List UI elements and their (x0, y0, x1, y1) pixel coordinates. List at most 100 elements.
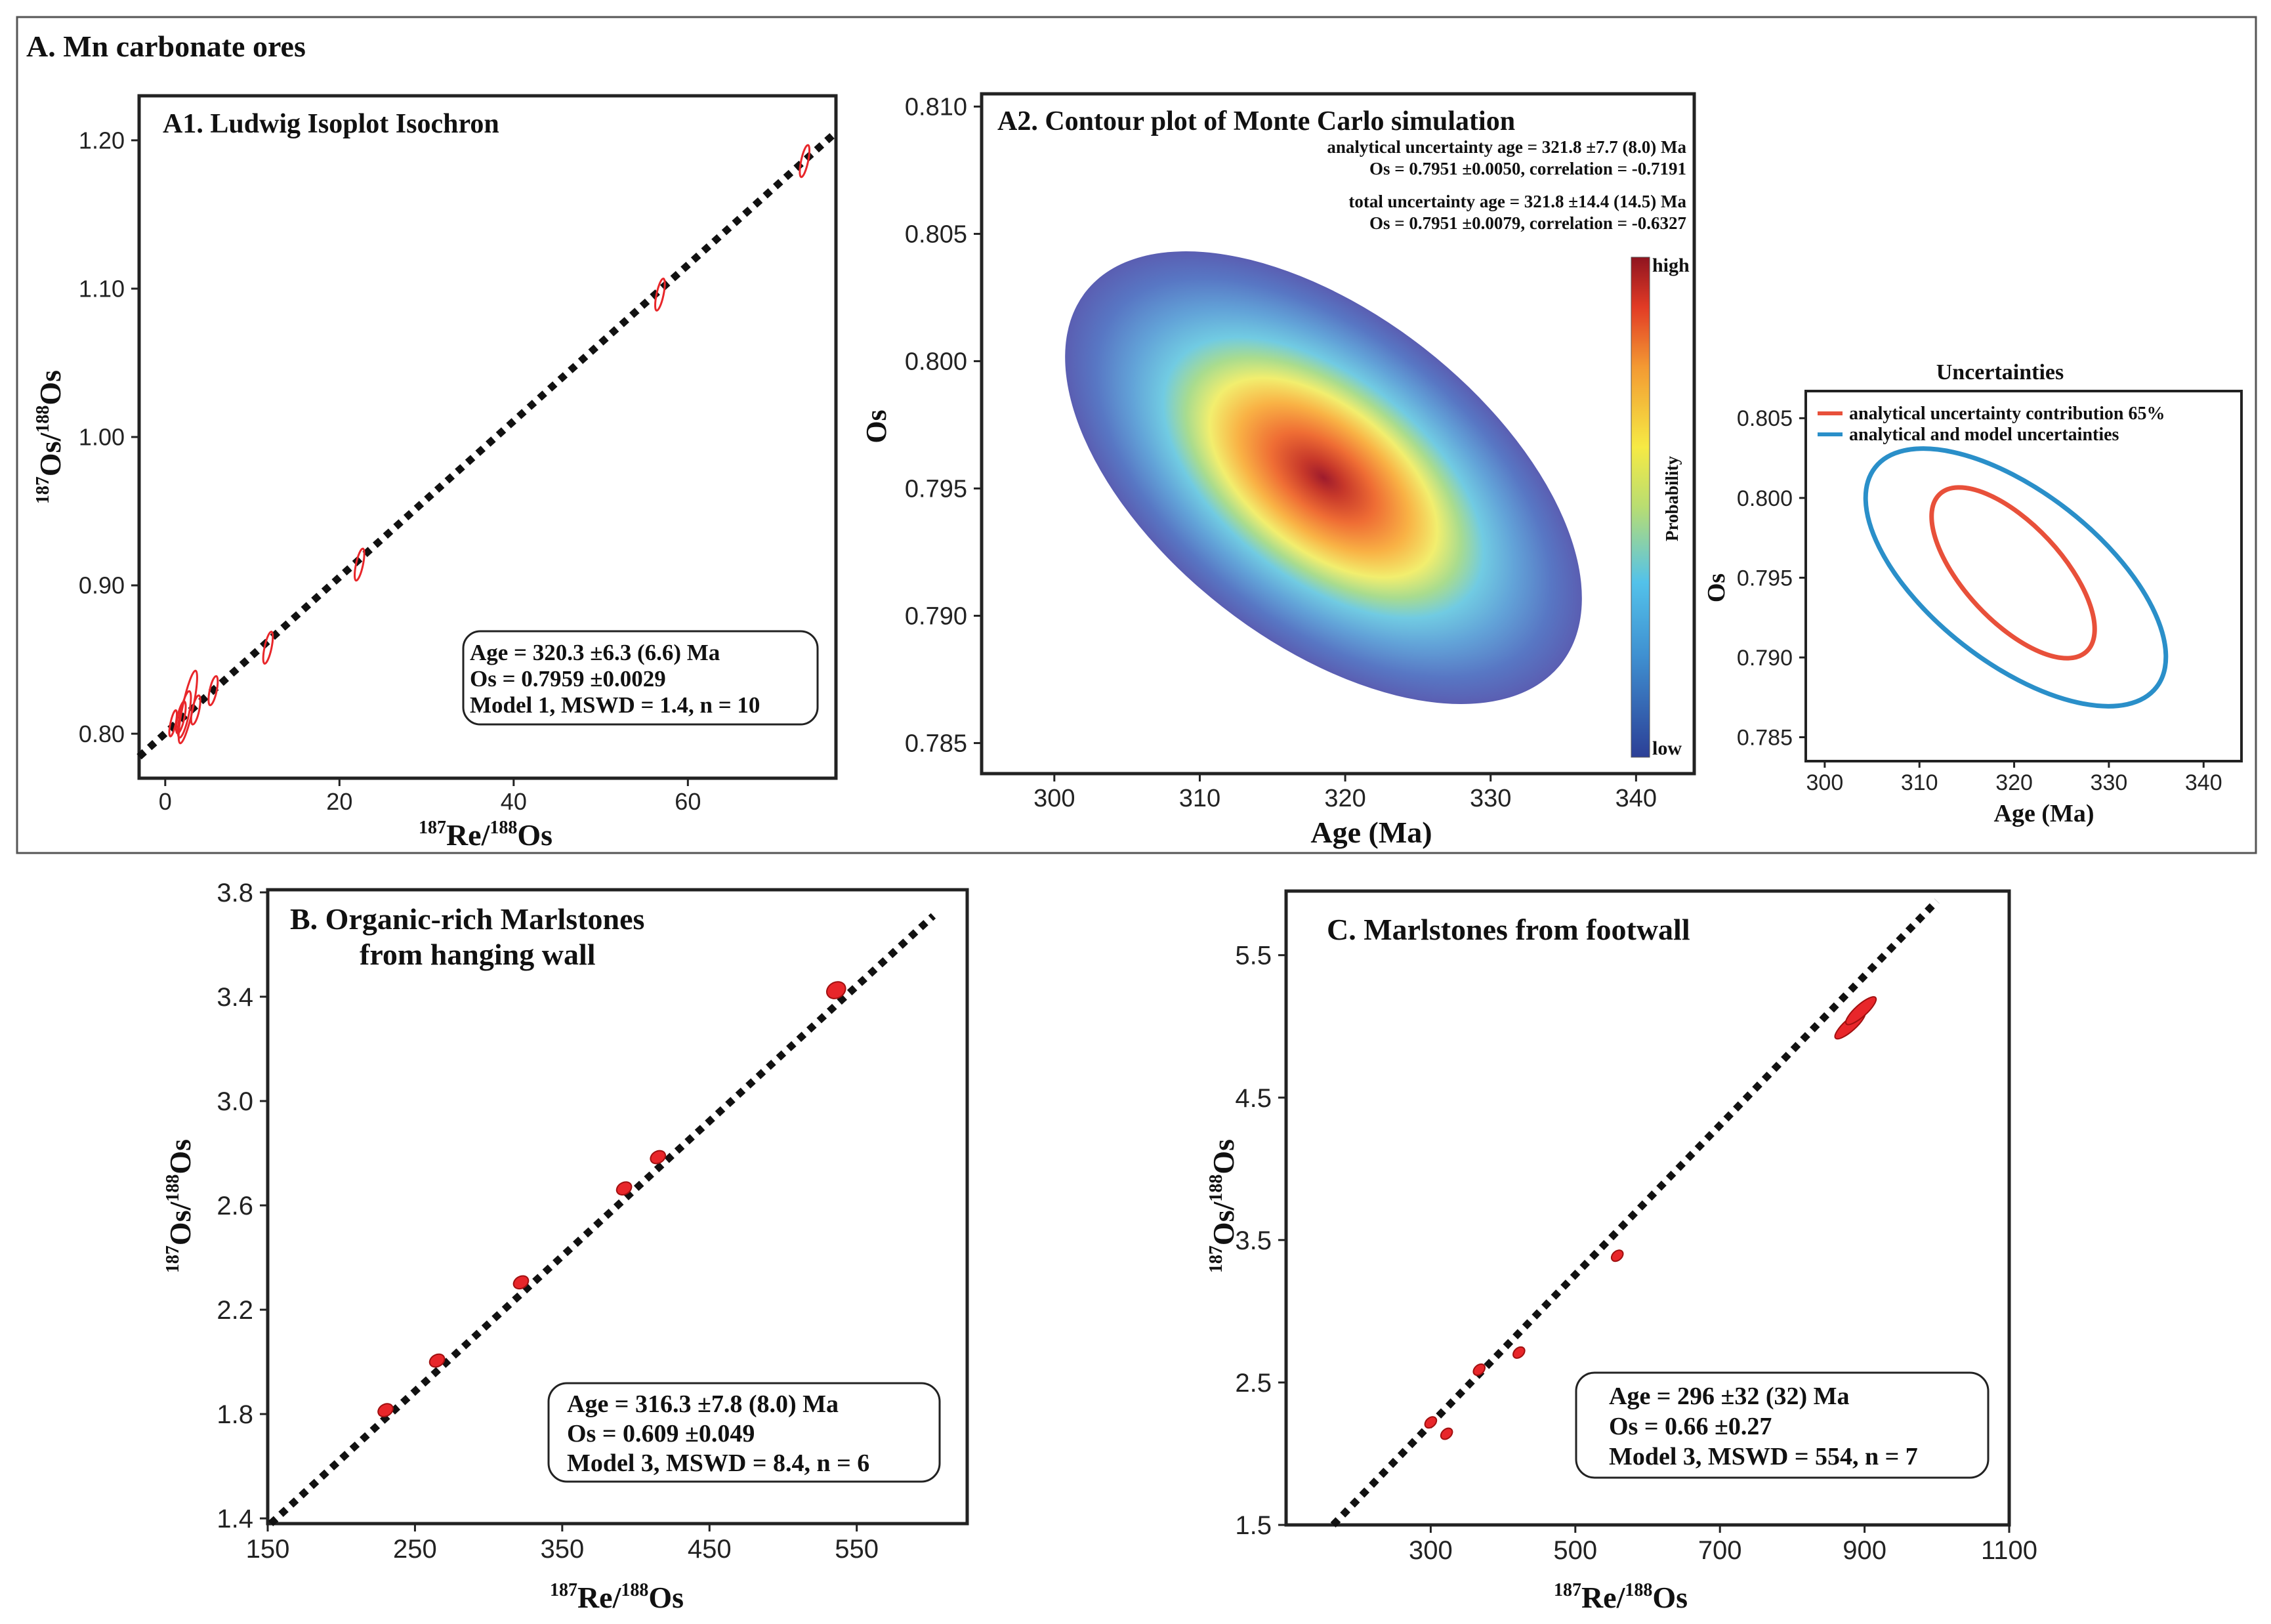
a2-x-tick-label: 300 (1033, 785, 1075, 812)
b-legend-box: Age = 316.3 ±7.8 (8.0) Ma Os = 0.609 ±0.… (547, 1382, 941, 1483)
b-legend-age: Age = 316.3 ±7.8 (8.0) Ma (567, 1390, 839, 1418)
b-y-axis-label: 187Os/188Os (163, 1139, 197, 1273)
b-y-tick-label: 2.2 (217, 1296, 253, 1325)
section-a-frame (16, 16, 2257, 854)
a3-plot-frame (1804, 390, 2243, 762)
a1-x-tick-label: 0 (159, 788, 172, 815)
c-y-axis-label-sup1: 187 (1206, 1245, 1226, 1273)
c-title: C. Marlstones from footwall (1327, 913, 1690, 946)
c-legend-model: Model 3, MSWD = 554, n = 7 (1609, 1443, 1918, 1470)
a2-y-tick-label: 0.800 (905, 348, 967, 376)
a2-x-tick-label: 320 (1324, 785, 1365, 812)
c-y-axis-label-main2: Os (1207, 1139, 1240, 1175)
c-data-point (1472, 1363, 1486, 1376)
c-y-axis-label-main1: Os/ (1207, 1201, 1240, 1245)
a3-title: Uncertainties (1936, 360, 2064, 385)
a1-x-axis-label-sup1: 187 (419, 818, 446, 838)
a1-isochron-line (136, 129, 839, 760)
a3-y-tick-label: 0.800 (1737, 486, 1793, 511)
a1-legend-age: Age = 320.3 ±6.3 (6.6) Ma (470, 640, 720, 665)
a1-y-tick-label: 1.00 (79, 424, 125, 451)
a1-y-tick-label: 0.90 (79, 572, 125, 599)
b-y-axis-label-sup1: 187 (163, 1245, 183, 1273)
b-x-axis-label: 187Re/188Os (550, 1580, 684, 1614)
a1-y-axis-label-sup2: 188 (33, 406, 53, 433)
a3-y-tick-label: 0.790 (1737, 646, 1793, 671)
a2-annotation-4: Os = 0.7951 ±0.0079, correlation = -0.63… (1369, 213, 1686, 233)
b-y-tick-label: 3.8 (217, 879, 253, 907)
a1-y-tick-label: 1.10 (79, 276, 125, 302)
a3-x-tick-label: 340 (2185, 770, 2222, 795)
c-data-point (1610, 1249, 1624, 1262)
b-x-axis-label-main1: Re/ (577, 1581, 622, 1614)
c-legend-box: Age = 296 ±32 (32) Ma Os = 0.66 ±0.27 Mo… (1575, 1371, 1990, 1479)
a2-title: A2. Contour plot of Monte Carlo simulati… (997, 106, 1515, 136)
c-y-tick-label: 5.5 (1235, 942, 1272, 970)
c-legend-osi: Os = 0.66 ±0.27 (1609, 1413, 1772, 1440)
a2-annotation-1: analytical uncertainty age = 321.8 ±7.7 … (1327, 137, 1686, 157)
a2-y-tick-label: 0.785 (905, 730, 967, 758)
a2-probability-cloud (1065, 251, 1582, 704)
b-x-tick-label: 250 (393, 1535, 437, 1564)
a1-x-axis-label-sup2: 188 (490, 818, 517, 838)
b-x-tick-label: 450 (688, 1535, 732, 1564)
a1-x-tick-label: 60 (675, 788, 701, 815)
b-y-tick-label: 1.8 (217, 1400, 253, 1429)
b-data-point (650, 1150, 667, 1165)
a2-x-tick-label: 310 (1179, 785, 1220, 812)
a1-data-point (799, 144, 811, 178)
c-y-axis-label: 187Os/188Os (1206, 1139, 1240, 1273)
c-data-point (1844, 996, 1877, 1026)
a2-y-tick-label: 0.805 (905, 221, 967, 249)
a3-analytical-uncertainty-ellipse (1929, 485, 2097, 661)
a3-x-tick-label: 320 (1995, 770, 2033, 795)
b-isochron-line (268, 913, 936, 1527)
chart-a3-uncertainties: Uncertainties analytical uncertainty con… (1703, 360, 2243, 827)
b-x-tick-label: 150 (246, 1535, 290, 1564)
c-data-point (1424, 1416, 1438, 1429)
c-x-axis-label-sup1: 187 (1554, 1580, 1581, 1600)
c-x-tick-label: 500 (1553, 1536, 1597, 1565)
c-x-tick-label: 1100 (1981, 1536, 2037, 1565)
a1-y-axis-label-main1: Os/ (33, 432, 67, 476)
a3-x-tick-label: 310 (1901, 770, 1938, 795)
section-a-title: A. Mn carbonate ores (26, 30, 306, 63)
b-legend-osi: Os = 0.609 ±0.049 (567, 1420, 755, 1447)
a1-y-axis-label-main2: Os (33, 370, 67, 406)
a3-x-tick-label: 300 (1806, 770, 1844, 795)
a1-data-point (354, 547, 365, 582)
b-y-axis-label-sup2: 188 (163, 1175, 183, 1202)
a1-y-tick-label: 1.20 (79, 127, 125, 154)
a1-legend-osi: Os = 0.7959 ±0.0029 (470, 666, 666, 692)
a2-colorbar-low: low (1652, 738, 1682, 759)
a1-legend-box: Age = 320.3 ±6.3 (6.6) Ma Os = 0.7959 ±0… (462, 630, 819, 726)
a3-legend-total: analytical and model uncertainties (1849, 425, 2119, 445)
b-legend-model: Model 3, MSWD = 8.4, n = 6 (567, 1449, 869, 1477)
a2-y-tick-label: 0.795 (905, 476, 967, 503)
a1-y-tick-label: 0.80 (79, 720, 125, 747)
a1-data-point (207, 675, 219, 707)
a3-y-tick-label: 0.795 (1737, 566, 1793, 591)
a3-total-uncertainty-ellipse (1863, 446, 2169, 709)
a3-legend-analytical: analytical uncertainty contribution 65% (1849, 404, 2165, 424)
c-data-point (1512, 1346, 1526, 1359)
c-x-axis-label-main2: Os (1652, 1581, 1688, 1614)
a2-x-tick-label: 330 (1470, 785, 1511, 812)
b-y-tick-label: 2.6 (217, 1192, 253, 1220)
chart-c-footwall: C. Marlstones from footwall 300 500 700 900… (1206, 889, 2037, 1614)
a2-colorbar-label: Probability (1662, 455, 1682, 541)
c-data-point (1440, 1427, 1453, 1440)
b-y-tick-label: 3.0 (217, 1087, 253, 1116)
a2-x-tick-label: 340 (1615, 785, 1657, 812)
b-x-axis-label-sup1: 187 (550, 1580, 577, 1600)
b-x-axis-label-sup2: 188 (621, 1580, 648, 1600)
a2-colorbar-high: high (1652, 255, 1690, 276)
c-x-axis-label: 187Re/188Os (1554, 1580, 1688, 1614)
a1-data-point (190, 694, 201, 726)
c-y-tick-label: 4.5 (1235, 1084, 1272, 1113)
chart-b-hanging-wall: B. Organic-rich Marlstones from hanging … (163, 879, 969, 1614)
b-data-point (825, 981, 846, 999)
a1-title: A1. Ludwig Isoplot Isochron (163, 109, 499, 139)
c-y-tick-label: 3.5 (1235, 1226, 1272, 1255)
